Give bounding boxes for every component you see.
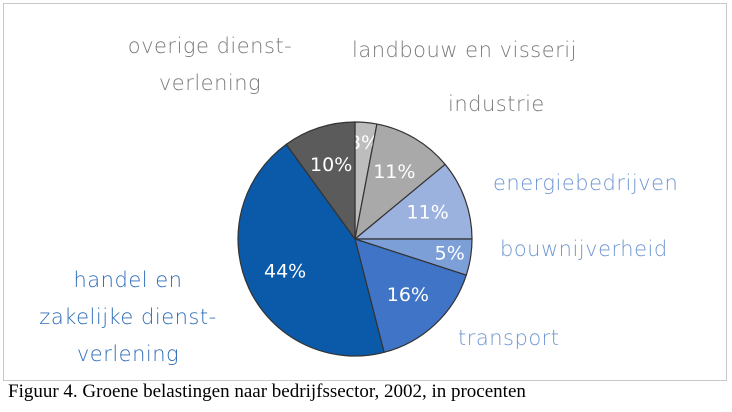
category-label: transport <box>458 326 560 350</box>
pie-slice <box>285 121 356 241</box>
pie-slice <box>353 163 473 240</box>
pie-slice <box>354 238 468 354</box>
category-label: bouwnijverheid <box>500 237 668 261</box>
value-label: 44% <box>264 260 306 282</box>
category-label: landbouw en visserij <box>352 38 577 62</box>
value-label: 3% <box>349 132 379 154</box>
value-label: 5% <box>435 243 465 265</box>
value-label: 16% <box>387 284 429 306</box>
pie-slice <box>354 123 446 241</box>
value-label: 10% <box>310 154 352 176</box>
category-label: energiebedrijven <box>493 171 679 195</box>
value-label: 11% <box>407 201 449 223</box>
caption: Figuur 4. Groene belastingen naar bedrij… <box>8 381 526 402</box>
value-label: 11% <box>373 161 415 183</box>
chart-frame <box>3 3 727 381</box>
pie-slice <box>237 143 385 357</box>
category-label: overige dienst- verlening <box>127 34 293 95</box>
category-label: industrie <box>448 92 545 116</box>
category-label: handel en zakelijke dienst- verlening <box>39 268 217 366</box>
